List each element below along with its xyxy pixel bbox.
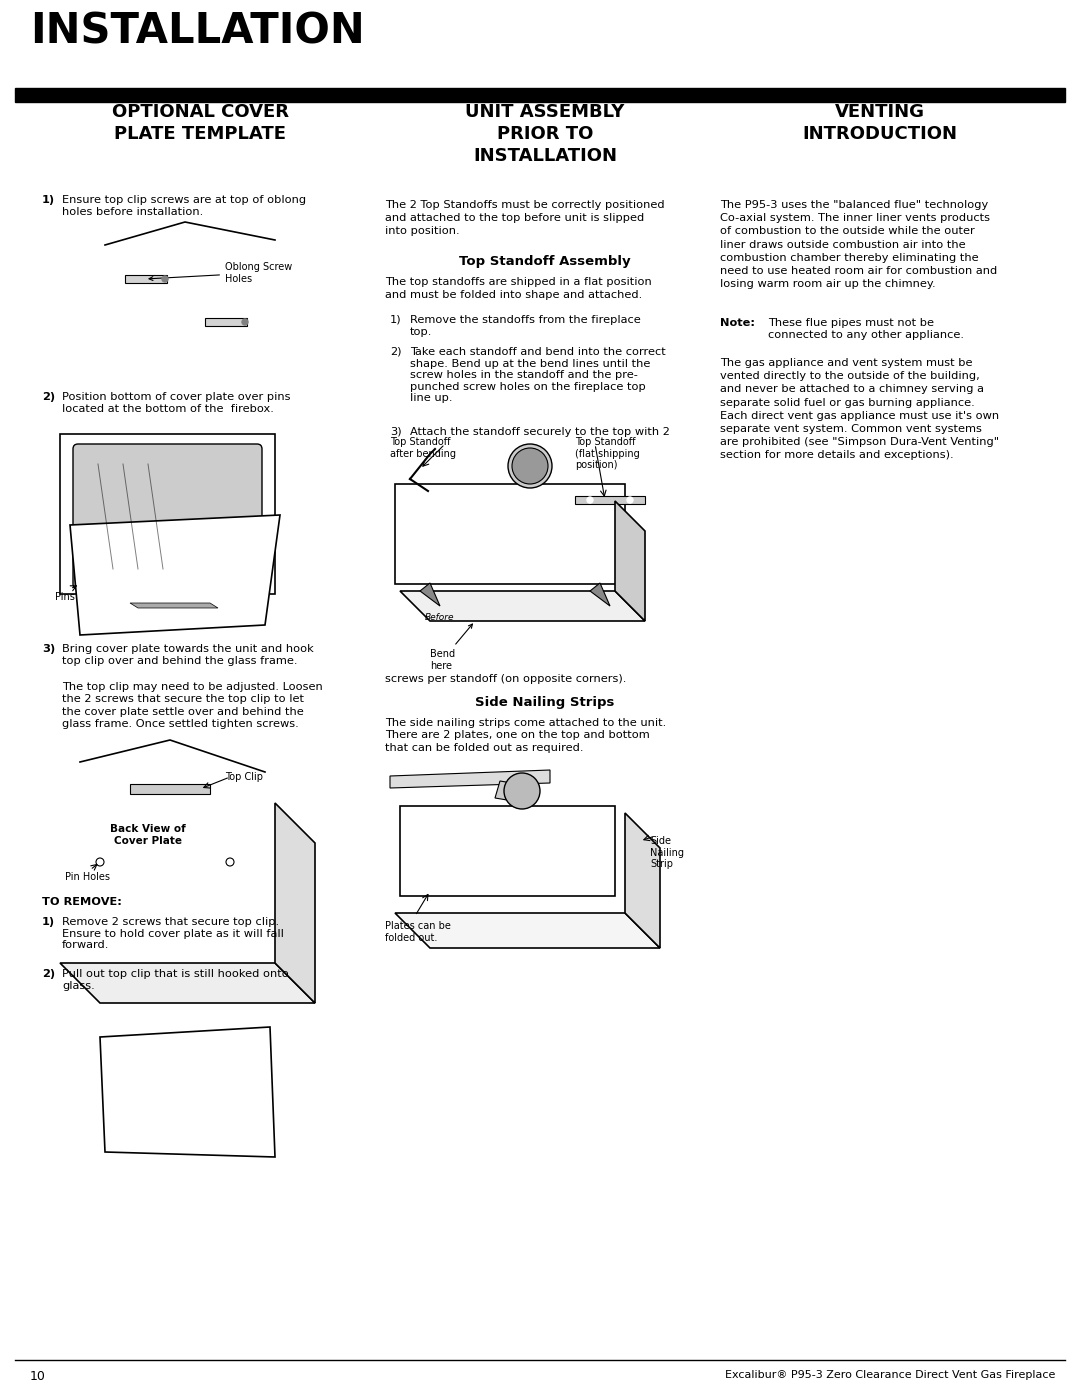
Text: Pull out top clip that is still hooked onto
glass.: Pull out top clip that is still hooked o… — [62, 970, 288, 990]
Bar — [205, 319, 247, 326]
Polygon shape — [420, 583, 440, 606]
Circle shape — [96, 858, 104, 866]
Text: 1): 1) — [390, 314, 402, 326]
Text: Before: Before — [426, 612, 455, 622]
Polygon shape — [495, 781, 530, 803]
Text: Remove the standoffs from the fireplace
top.: Remove the standoffs from the fireplace … — [410, 314, 640, 337]
Circle shape — [162, 277, 168, 282]
Text: 3): 3) — [390, 427, 402, 437]
Text: Pins: Pins — [55, 592, 75, 602]
Text: Top Clip: Top Clip — [225, 773, 264, 782]
Text: Remove 2 screws that secure top clip.
Ensure to hold cover plate as it will fall: Remove 2 screws that secure top clip. En… — [62, 916, 284, 950]
Text: Side
Nailing
Strip: Side Nailing Strip — [650, 835, 684, 869]
Text: 2): 2) — [390, 346, 402, 358]
Polygon shape — [275, 803, 315, 1003]
Polygon shape — [100, 1027, 275, 1157]
Text: Attach the standoff securely to the top with 2: Attach the standoff securely to the top … — [410, 427, 670, 437]
Text: The gas appliance and vent system must be
vented directly to the outside of the : The gas appliance and vent system must b… — [720, 358, 999, 461]
Text: screws per standoff (on opposite corners).: screws per standoff (on opposite corners… — [384, 673, 626, 685]
Polygon shape — [615, 502, 645, 622]
Text: 2): 2) — [42, 393, 55, 402]
Polygon shape — [390, 770, 550, 788]
Text: Back View of
Cover Plate: Back View of Cover Plate — [110, 824, 186, 845]
Text: UNIT ASSEMBLY
PRIOR TO
INSTALLATION: UNIT ASSEMBLY PRIOR TO INSTALLATION — [465, 103, 624, 165]
Polygon shape — [60, 963, 315, 1003]
Text: 3): 3) — [42, 644, 55, 654]
Text: OPTIONAL COVER
PLATE TEMPLATE: OPTIONAL COVER PLATE TEMPLATE — [111, 103, 288, 144]
Text: VENTING
INTRODUCTION: VENTING INTRODUCTION — [802, 103, 958, 144]
Text: Position bottom of cover plate over pins
located at the bottom of the  firebox.: Position bottom of cover plate over pins… — [62, 393, 291, 414]
Text: Pin Holes: Pin Holes — [65, 872, 110, 882]
Text: The 2 Top Standoffs must be correctly positioned
and attached to the top before : The 2 Top Standoffs must be correctly po… — [384, 200, 664, 236]
Text: INSTALLATION: INSTALLATION — [30, 10, 365, 52]
Text: TO REMOVE:: TO REMOVE: — [42, 897, 122, 907]
Polygon shape — [130, 604, 218, 608]
FancyBboxPatch shape — [73, 444, 262, 590]
Bar — [575, 496, 645, 504]
Circle shape — [512, 448, 548, 483]
Text: Note:: Note: — [720, 319, 755, 328]
Polygon shape — [395, 914, 660, 949]
Polygon shape — [70, 515, 280, 636]
Text: Excalibur® P95-3 Zero Clearance Direct Vent Gas Fireplace: Excalibur® P95-3 Zero Clearance Direct V… — [725, 1370, 1055, 1380]
Bar — [130, 784, 210, 793]
Text: Side Nailing Strips: Side Nailing Strips — [475, 696, 615, 710]
Circle shape — [242, 319, 248, 326]
Bar — [395, 483, 625, 584]
Text: Take each standoff and bend into the correct
shape. Bend up at the bend lines un: Take each standoff and bend into the cor… — [410, 346, 665, 404]
Text: 2): 2) — [42, 970, 55, 979]
Text: The P95-3 uses the "balanced flue" technology
Co-axial system. The inner liner v: The P95-3 uses the "balanced flue" techn… — [720, 200, 997, 289]
Bar — [125, 275, 167, 284]
Bar — [60, 434, 275, 594]
Text: These flue pipes must not be
connected to any other appliance.: These flue pipes must not be connected t… — [768, 319, 964, 339]
Text: The top clip may need to be adjusted. Loosen
the 2 screws that secure the top cl: The top clip may need to be adjusted. Lo… — [62, 682, 323, 729]
Text: The top standoffs are shipped in a flat position
and must be folded into shape a: The top standoffs are shipped in a flat … — [384, 277, 651, 300]
Text: 1): 1) — [42, 196, 55, 205]
Text: Bend
here: Bend here — [430, 624, 472, 671]
Circle shape — [508, 444, 552, 488]
Bar — [400, 806, 615, 895]
Polygon shape — [400, 591, 645, 622]
Circle shape — [504, 773, 540, 809]
Text: The side nailing strips come attached to the unit.
There are 2 plates, one on th: The side nailing strips come attached to… — [384, 718, 666, 753]
Text: 1): 1) — [42, 916, 55, 928]
Circle shape — [627, 497, 633, 503]
Text: Ensure top clip screws are at top of oblong
holes before installation.: Ensure top clip screws are at top of obl… — [62, 196, 306, 217]
Text: Plates can be
folded out.: Plates can be folded out. — [384, 921, 450, 943]
Polygon shape — [590, 583, 610, 606]
Text: Bring cover plate towards the unit and hook
top clip over and behind the glass f: Bring cover plate towards the unit and h… — [62, 644, 314, 665]
Text: 10: 10 — [30, 1370, 45, 1383]
Text: Oblong Screw
Holes: Oblong Screw Holes — [149, 263, 293, 284]
Text: Top Standoff
after bending: Top Standoff after bending — [390, 437, 456, 458]
Circle shape — [588, 497, 593, 503]
Text: Top Standoff Assembly: Top Standoff Assembly — [459, 256, 631, 268]
Text: Top Standoff
(flat shipping
position): Top Standoff (flat shipping position) — [575, 437, 639, 471]
Polygon shape — [625, 813, 660, 949]
Bar — [15, 88, 1065, 102]
Circle shape — [226, 858, 234, 866]
